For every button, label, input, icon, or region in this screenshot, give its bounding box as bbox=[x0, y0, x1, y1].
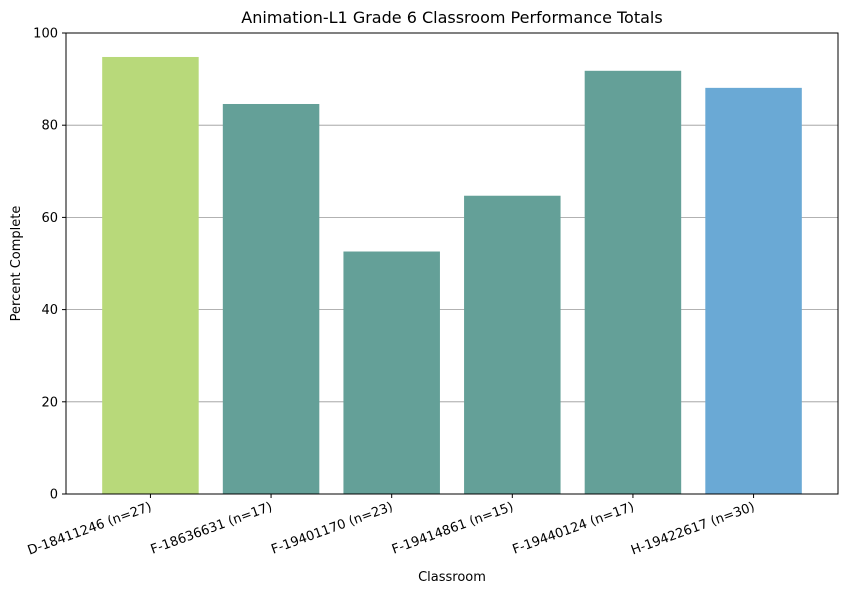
y-tick-label: 40 bbox=[41, 303, 58, 318]
x-tick-label: F-19440124 (n=17) bbox=[511, 500, 637, 558]
y-axis: 0 20 40 60 80 100 bbox=[33, 27, 66, 503]
x-tick-label: H-19422617 (n=30) bbox=[629, 500, 757, 559]
x-axis: D-18411246 (n=27)F-18636631 (n=17)F-1940… bbox=[26, 494, 757, 559]
bar bbox=[222, 103, 320, 494]
y-tick-label: 80 bbox=[41, 119, 58, 134]
x-tick-label: F-19401170 (n=23) bbox=[269, 500, 395, 558]
bar bbox=[102, 56, 199, 495]
y-tick-label: 20 bbox=[41, 395, 58, 410]
bar bbox=[343, 251, 440, 494]
y-axis-label: Percent Complete bbox=[9, 206, 24, 322]
y-tick-label: 60 bbox=[41, 211, 58, 226]
bar bbox=[705, 87, 802, 494]
bar bbox=[584, 70, 682, 494]
y-tick-label: 0 bbox=[50, 488, 58, 503]
y-tick-label: 100 bbox=[33, 27, 58, 42]
bars-layer bbox=[102, 56, 802, 495]
x-tick-label: F-19414861 (n=15) bbox=[390, 500, 516, 558]
x-axis-label: Classroom bbox=[418, 570, 486, 585]
chart-title: Animation-L1 Grade 6 Classroom Performan… bbox=[241, 8, 662, 27]
x-tick-label: F-18636631 (n=17) bbox=[149, 500, 275, 558]
plot-frame bbox=[65, 32, 839, 495]
x-tick-label: D-18411246 (n=27) bbox=[26, 500, 154, 559]
bar bbox=[464, 195, 561, 494]
